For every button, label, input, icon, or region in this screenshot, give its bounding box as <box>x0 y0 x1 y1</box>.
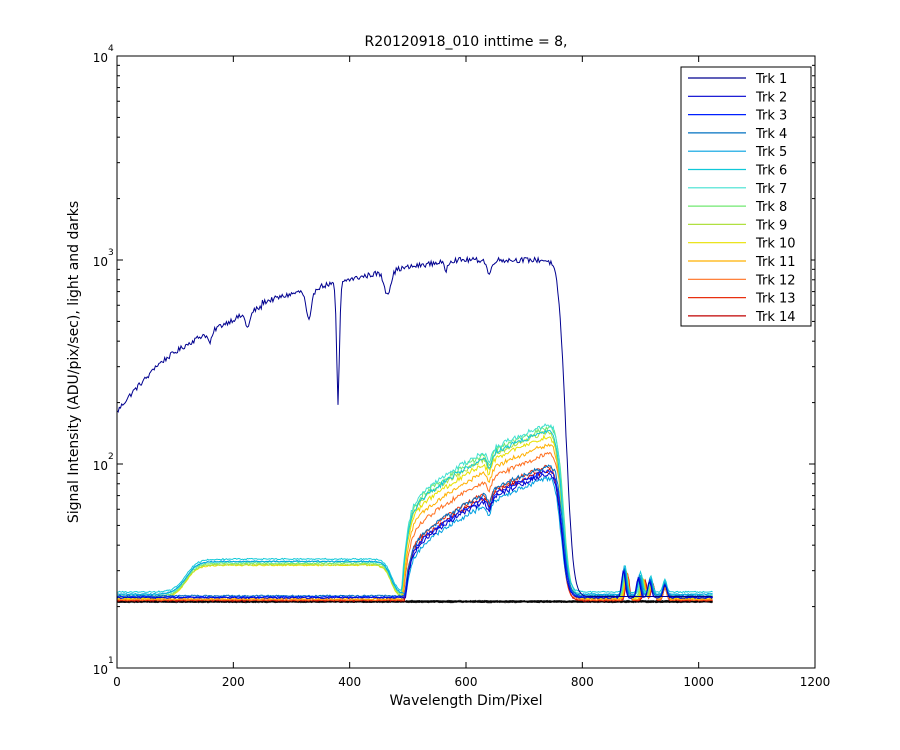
series-line-trk-2 <box>117 472 713 600</box>
legend: Trk 1 Trk 2 Trk 3 Trk 4 Trk 5 Trk 6 Trk 7 Trk 8… <box>680 66 812 327</box>
y-tick-label: 10 <box>93 663 108 677</box>
x-tick-label: 400 <box>338 675 361 689</box>
x-tick-label: 0 <box>113 675 121 689</box>
chart-title: R20120918_010 inttime = 8, <box>364 34 567 50</box>
y-tick-label: 10 <box>93 51 108 65</box>
legend-label: Trk 10 <box>755 237 796 252</box>
x-axis: 0 200 400 600 800 1000 1200 <box>113 56 830 689</box>
x-tick-label: 200 <box>222 675 245 689</box>
x-tick-label: 1200 <box>800 675 831 689</box>
y-tick-exponent: 3 <box>108 248 114 258</box>
legend-label: Trk 11 <box>755 255 796 270</box>
x-tick-label: 800 <box>571 675 594 689</box>
legend-label: Trk 1 <box>755 72 787 87</box>
legend-label: Trk 8 <box>755 200 787 215</box>
series-line-trk-5 <box>117 475 713 596</box>
legend-label: Trk 13 <box>755 292 796 307</box>
x-axis-title: Wavelength Dim/Pixel <box>390 693 543 709</box>
legend-label: Trk 5 <box>755 145 787 160</box>
legend-label: Trk 7 <box>755 182 787 197</box>
legend-label: Trk 14 <box>755 310 796 325</box>
legend-label: Trk 3 <box>755 109 787 124</box>
legend-box <box>680 66 812 327</box>
legend-label: Trk 9 <box>755 218 787 233</box>
legend-label: Trk 6 <box>755 164 787 179</box>
x-tick-label: 1000 <box>683 675 714 689</box>
legend-label: Trk 4 <box>755 127 787 142</box>
x-tick-label: 600 <box>455 675 478 689</box>
series-line-trk-6 <box>117 429 713 594</box>
y-tick-label: 10 <box>93 255 108 269</box>
legend-label: Trk 12 <box>755 273 796 288</box>
series-line-trk-4 <box>117 464 713 598</box>
y-tick-label: 10 <box>93 459 108 473</box>
y-axis-title: Signal Intensity (ADU/pix/sec), light an… <box>66 201 82 523</box>
series-layer <box>117 255 713 604</box>
legend-label: Trk 2 <box>755 90 787 105</box>
y-tick-exponent: 1 <box>108 656 114 666</box>
y-tick-exponent: 2 <box>108 452 114 462</box>
series-line-trk-11 <box>117 443 713 601</box>
y-tick-exponent: 4 <box>108 44 114 54</box>
series-line-trk-1 <box>117 255 713 597</box>
